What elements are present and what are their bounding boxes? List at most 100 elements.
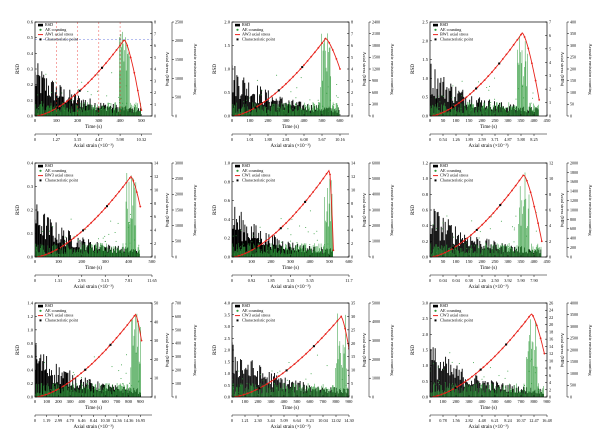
ae-point — [485, 110, 486, 112]
time-tick-label: 100 — [453, 259, 461, 264]
ae-tick-label: 0 — [570, 113, 572, 118]
subplot-7: 0.0 0.2 0.4 0.6 0.8 1.0 1.2 1.4 RSD 0 10 20 30 40 50 Ax… — [15, 300, 198, 430]
rsd-tick-label: 0.5 — [224, 383, 230, 388]
rsd-tick-label: 1.5 — [422, 348, 428, 353]
stress-tick-label: 8 — [351, 20, 353, 25]
strain-tick-label: 0 — [429, 278, 431, 283]
legend-swatch-ae — [39, 309, 42, 312]
ae-point — [316, 230, 318, 232]
ae-tick-label: 2000 — [372, 357, 380, 362]
ae-point — [480, 385, 482, 387]
ae-point — [85, 229, 87, 231]
ae-point — [438, 384, 440, 386]
ae-axis-label: Acoustic emission counting — [390, 324, 395, 376]
rsd-tick-label: 0.6 — [422, 208, 428, 213]
ae-point — [77, 89, 79, 91]
time-tick-label: 500 — [492, 399, 500, 404]
strain-tick-label: 0 — [231, 278, 233, 283]
rsd-tick-label: 0.6 — [224, 198, 230, 203]
ae-point — [240, 385, 242, 387]
ae-point — [478, 237, 480, 239]
ae-point — [61, 92, 63, 94]
ae-point — [435, 97, 436, 99]
rsd-tick-label: 1.2 — [27, 314, 33, 319]
rsd-tick-label: 0.4 — [27, 161, 33, 166]
ae-point — [534, 367, 536, 369]
rsd-tick-label: 0.1 — [27, 98, 33, 103]
ae-point — [120, 378, 122, 379]
characteristic-point — [304, 200, 307, 203]
ae-point — [134, 239, 135, 241]
time-tick-label: 0 — [429, 259, 432, 264]
legend-swatch-point — [434, 38, 437, 41]
ae-tick-label: 1200 — [570, 198, 578, 203]
stress-tick-label: 3 — [154, 78, 156, 83]
ae-point — [257, 110, 259, 112]
rsd-tick-label: 0.5 — [422, 379, 428, 384]
strain-tick-label: 5.88 — [517, 137, 525, 142]
rsd-tick-label: 1.5 — [422, 57, 428, 62]
time-tick-label: 600 — [307, 399, 315, 404]
ae-point — [307, 231, 309, 233]
ae-point — [102, 237, 104, 239]
strain-tick-label: 3.15 — [287, 278, 295, 283]
characteristic-point — [277, 89, 280, 92]
stress-axis-label: Axial stress (MPa) — [362, 52, 367, 87]
time-tick-label: 350 — [518, 259, 526, 264]
ae-tick-label: 3000 — [570, 324, 578, 329]
ae-point — [94, 251, 96, 252]
ae-point — [326, 365, 328, 367]
ae-point — [326, 92, 328, 94]
time-tick-label: 150 — [466, 259, 474, 264]
characteristic-point — [255, 246, 258, 249]
ae-point — [259, 94, 261, 96]
stress-tick-label: 14 — [154, 161, 159, 166]
rsd-tick-label: 3.0 — [422, 301, 428, 306]
ae-tick-label: 2500 — [570, 336, 578, 341]
ae-point — [234, 105, 236, 107]
ae-point — [340, 388, 341, 390]
ae-axis-label: Acoustic emission counting — [193, 184, 198, 236]
stress-tick-label: 4 — [351, 67, 354, 72]
legend-entry: AE counting — [440, 168, 462, 173]
ae-point — [489, 367, 491, 369]
stress-axis-label: Axial stress (MPa) — [560, 52, 565, 87]
ae-point — [441, 228, 443, 230]
ae-point — [528, 370, 530, 372]
legend-entry: Characteristic point — [45, 317, 79, 322]
ae-point — [88, 381, 90, 382]
time-tick-label: 100 — [55, 259, 63, 264]
ae-point — [507, 246, 509, 248]
stress-tick-label: 5 — [351, 381, 353, 386]
ae-point — [41, 101, 43, 103]
time-tick-label: 100 — [53, 118, 61, 123]
time-tick-label: 150 — [466, 118, 474, 123]
strain-tick-label: 1.88 — [264, 137, 272, 142]
ae-point — [116, 250, 118, 252]
ae-point — [451, 97, 453, 98]
ae-point — [110, 107, 112, 109]
ae-tick-label: 200 — [570, 66, 576, 71]
characteristic-point — [101, 66, 103, 69]
strain-tick-label: 5.90 — [517, 278, 525, 283]
ae-point — [437, 366, 439, 368]
time-tick-label: 300 — [283, 118, 291, 123]
strain-tick-label: 3.44 — [267, 418, 275, 423]
ae-point — [98, 238, 99, 240]
legend-entry: CW3 axial stress — [440, 313, 469, 318]
legend-entry: CW3 axial stress — [242, 313, 271, 318]
ae-tick-label: 1800 — [570, 170, 578, 175]
stress-tick-label: 16 — [549, 337, 553, 342]
rsd-tick-label: 0.0 — [27, 114, 33, 119]
legend-entry: RSD — [440, 303, 448, 308]
strain-tick-label: 6.46 — [78, 418, 86, 423]
strain-tick-label: 14.36 — [124, 418, 135, 423]
ae-point — [54, 383, 56, 385]
time-tick-label: 500 — [319, 118, 327, 123]
rsd-tick-label: 0.4 — [224, 217, 230, 222]
ae-point — [282, 109, 284, 111]
strain-tick-label: 1.85 — [267, 278, 275, 283]
ae-tick-label: 200 — [570, 245, 576, 250]
ae-point — [93, 356, 95, 358]
ae-point — [471, 220, 473, 222]
